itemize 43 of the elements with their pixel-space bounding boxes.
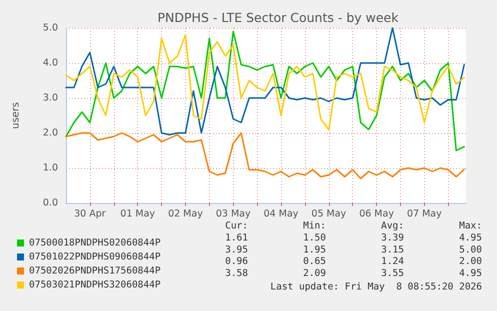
text: 3.39 — [381, 232, 404, 244]
y-tick-label: 5.0 — [42, 22, 58, 34]
chart-title: PNDPHS - LTE Sector Counts - by week — [158, 10, 400, 25]
text: 2.00 — [459, 256, 482, 268]
legend-label: 07501022PNDPHS09060844P — [29, 252, 161, 262]
y-tick-label: 4.0 — [42, 58, 58, 68]
text: 5.00 — [459, 244, 482, 256]
legend-label: 07503021PNDPHS32060844P — [29, 280, 161, 290]
x-tick-label: 05 May — [311, 208, 347, 220]
text: 1.61 — [225, 232, 248, 244]
text: Cur: — [225, 220, 248, 232]
legend-label: 07502026PNDPHS17560844P — [29, 266, 161, 276]
y-tick-label: 2.0 — [42, 128, 58, 138]
text: Min: — [303, 220, 326, 232]
text: 3.95 — [225, 244, 248, 256]
x-tick-label: 01 May — [120, 208, 156, 220]
x-tick-label: 06 May — [359, 208, 394, 220]
text: Avg: — [381, 220, 404, 232]
y-axis-title: users — [10, 102, 22, 130]
y-tick-label: 1.0 — [42, 162, 58, 174]
text: 4.95 — [459, 268, 482, 279]
text: 3.58 — [225, 268, 248, 279]
line-series — [65, 30, 465, 152]
legend-label: 07500018PNDPHS02060844P — [29, 238, 161, 248]
text: 1.50 — [303, 232, 326, 244]
x-tick-label: 02 May — [168, 208, 204, 220]
text: 3.15 — [381, 244, 404, 256]
text: 2.09 — [303, 268, 326, 279]
x-tick-label: 07 May — [406, 208, 442, 220]
text: 1.24 — [381, 256, 404, 268]
text: 3.55 — [381, 268, 404, 279]
y-tick-label: 3.0 — [42, 92, 58, 104]
text: 0.65 — [303, 256, 326, 268]
y-tick-label: 0.0 — [42, 198, 58, 208]
text: 4.95 — [459, 232, 482, 244]
x-tick-label: 04 May — [264, 208, 299, 220]
x-tick-label: 03 May — [216, 208, 251, 220]
text: 0.96 — [225, 256, 248, 268]
text: Max: — [459, 220, 482, 232]
line-series — [65, 132, 465, 180]
text: Last update: Fri May 8 08:55:20 2026 — [270, 282, 482, 292]
text: 1.95 — [303, 244, 326, 256]
x-tick-label: 30 Apr — [74, 208, 106, 220]
